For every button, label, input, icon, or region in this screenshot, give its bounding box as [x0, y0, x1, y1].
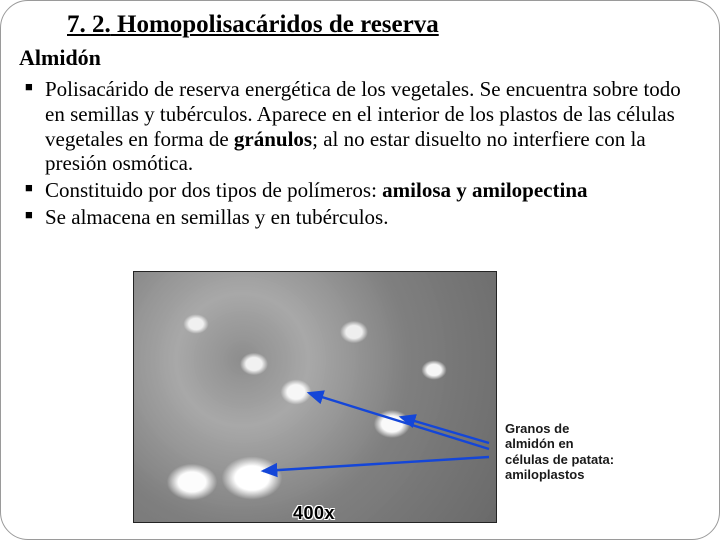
bullet-bold: amilosa y amilopectina [382, 178, 587, 202]
bullet-text: Constituido por dos tipos de polímeros: [45, 178, 382, 202]
subtitle: Almidón [19, 45, 701, 71]
slide-frame: 7. 2. Homopolisacáridos de reserva Almid… [0, 0, 720, 540]
section-heading: 7. 2. Homopolisacáridos de reserva [67, 11, 701, 39]
section-number: 7. 2. [67, 11, 111, 38]
figure-caption: Granos de almidón en células de patata: … [505, 421, 615, 482]
bullet-bold: gránulos [234, 127, 312, 151]
list-item: Constituido por dos tipos de polímeros: … [45, 178, 695, 203]
bullet-text: Se almacena en semillas y en tubérculos. [45, 205, 388, 229]
figure: Granos de almidón en células de patata: … [133, 271, 603, 523]
list-item: Polisacárido de reserva energética de lo… [45, 77, 695, 176]
list-item: Se almacena en semillas y en tubérculos. [45, 205, 695, 230]
micrograph-image [133, 271, 497, 523]
bullet-list: Polisacárido de reserva energética de lo… [19, 77, 701, 230]
magnification-label: 400x [293, 503, 335, 524]
section-title-text: Homopolisacáridos de reserva [117, 11, 439, 38]
